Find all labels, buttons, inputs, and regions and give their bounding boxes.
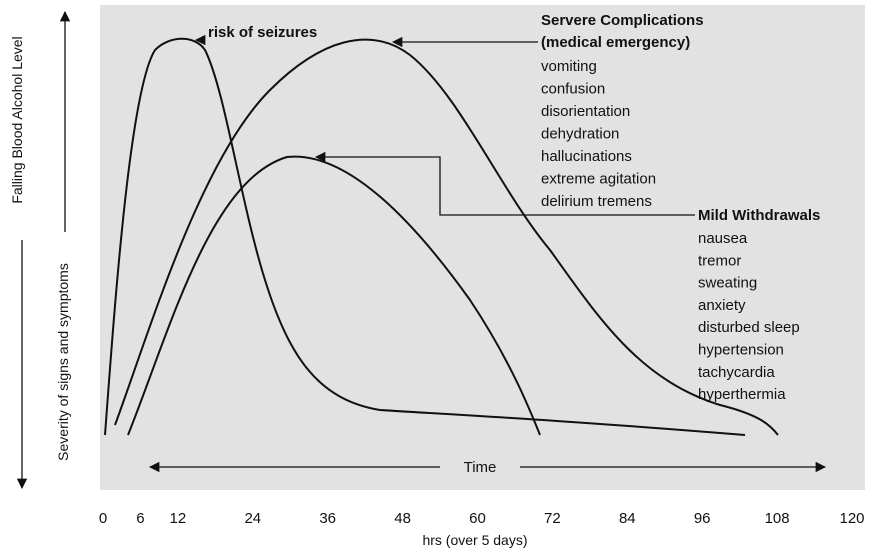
severe-item: extreme agitation bbox=[541, 171, 656, 188]
x-ticks: 0 6 12 24 36 48 60 72 84 96 108 120 bbox=[99, 510, 865, 527]
y-label: Severity of signs and symptoms bbox=[55, 263, 71, 461]
severe-title: Servere Complications bbox=[541, 12, 704, 29]
mild-title: Mild Withdrawals bbox=[698, 207, 820, 224]
mild-arrow bbox=[314, 151, 695, 216]
severe-item: vomiting bbox=[541, 58, 597, 75]
x-tick-label: 0 bbox=[99, 510, 107, 527]
seizure-curve bbox=[104, 37, 746, 436]
x-tick-label: 108 bbox=[765, 510, 790, 527]
x-tick-label: 84 bbox=[619, 510, 636, 527]
mild-item: hyperthermia bbox=[698, 386, 786, 403]
mild-item: tremor bbox=[698, 252, 741, 269]
mild-item: sweating bbox=[698, 275, 757, 292]
severe-item: dehydration bbox=[541, 126, 619, 143]
severe-item: confusion bbox=[541, 81, 605, 98]
mild-list: Mild Withdrawals nausea tremor sweating anxi… bbox=[698, 207, 820, 403]
mild-item: hypertension bbox=[698, 342, 784, 359]
x-tick-label: 96 bbox=[694, 510, 711, 527]
severe-list: Servere Complications (medical emergency)… bbox=[541, 12, 704, 210]
x-tick-label: 120 bbox=[839, 510, 864, 527]
severe-curve bbox=[114, 38, 779, 436]
x-tick-label: 6 bbox=[136, 510, 144, 527]
x-tick-label: 60 bbox=[469, 510, 486, 527]
x-label: hrs (over 5 days) bbox=[422, 532, 527, 548]
x-tick-label: 12 bbox=[170, 510, 187, 527]
x-tick-label: 36 bbox=[319, 510, 336, 527]
mild-item: disturbed sleep bbox=[698, 319, 800, 336]
mild-item: nausea bbox=[698, 230, 748, 247]
left-label: Falling Blood Alcohol Level bbox=[9, 36, 25, 203]
mild-item: anxiety bbox=[698, 297, 746, 314]
x-tick-label: 24 bbox=[244, 510, 261, 527]
mild-curve bbox=[127, 155, 541, 436]
mild-item: tachycardia bbox=[698, 364, 775, 381]
severe-item: disorientation bbox=[541, 103, 630, 120]
severe-title: (medical emergency) bbox=[541, 34, 690, 51]
seizure-label: risk of seizures bbox=[208, 24, 317, 41]
severe-item: delirium tremens bbox=[541, 193, 652, 210]
x-tick-label: 72 bbox=[544, 510, 561, 527]
time-label: Time bbox=[464, 459, 497, 476]
x-tick-label: 48 bbox=[394, 510, 411, 527]
severe-item: hallucinations bbox=[541, 148, 632, 165]
